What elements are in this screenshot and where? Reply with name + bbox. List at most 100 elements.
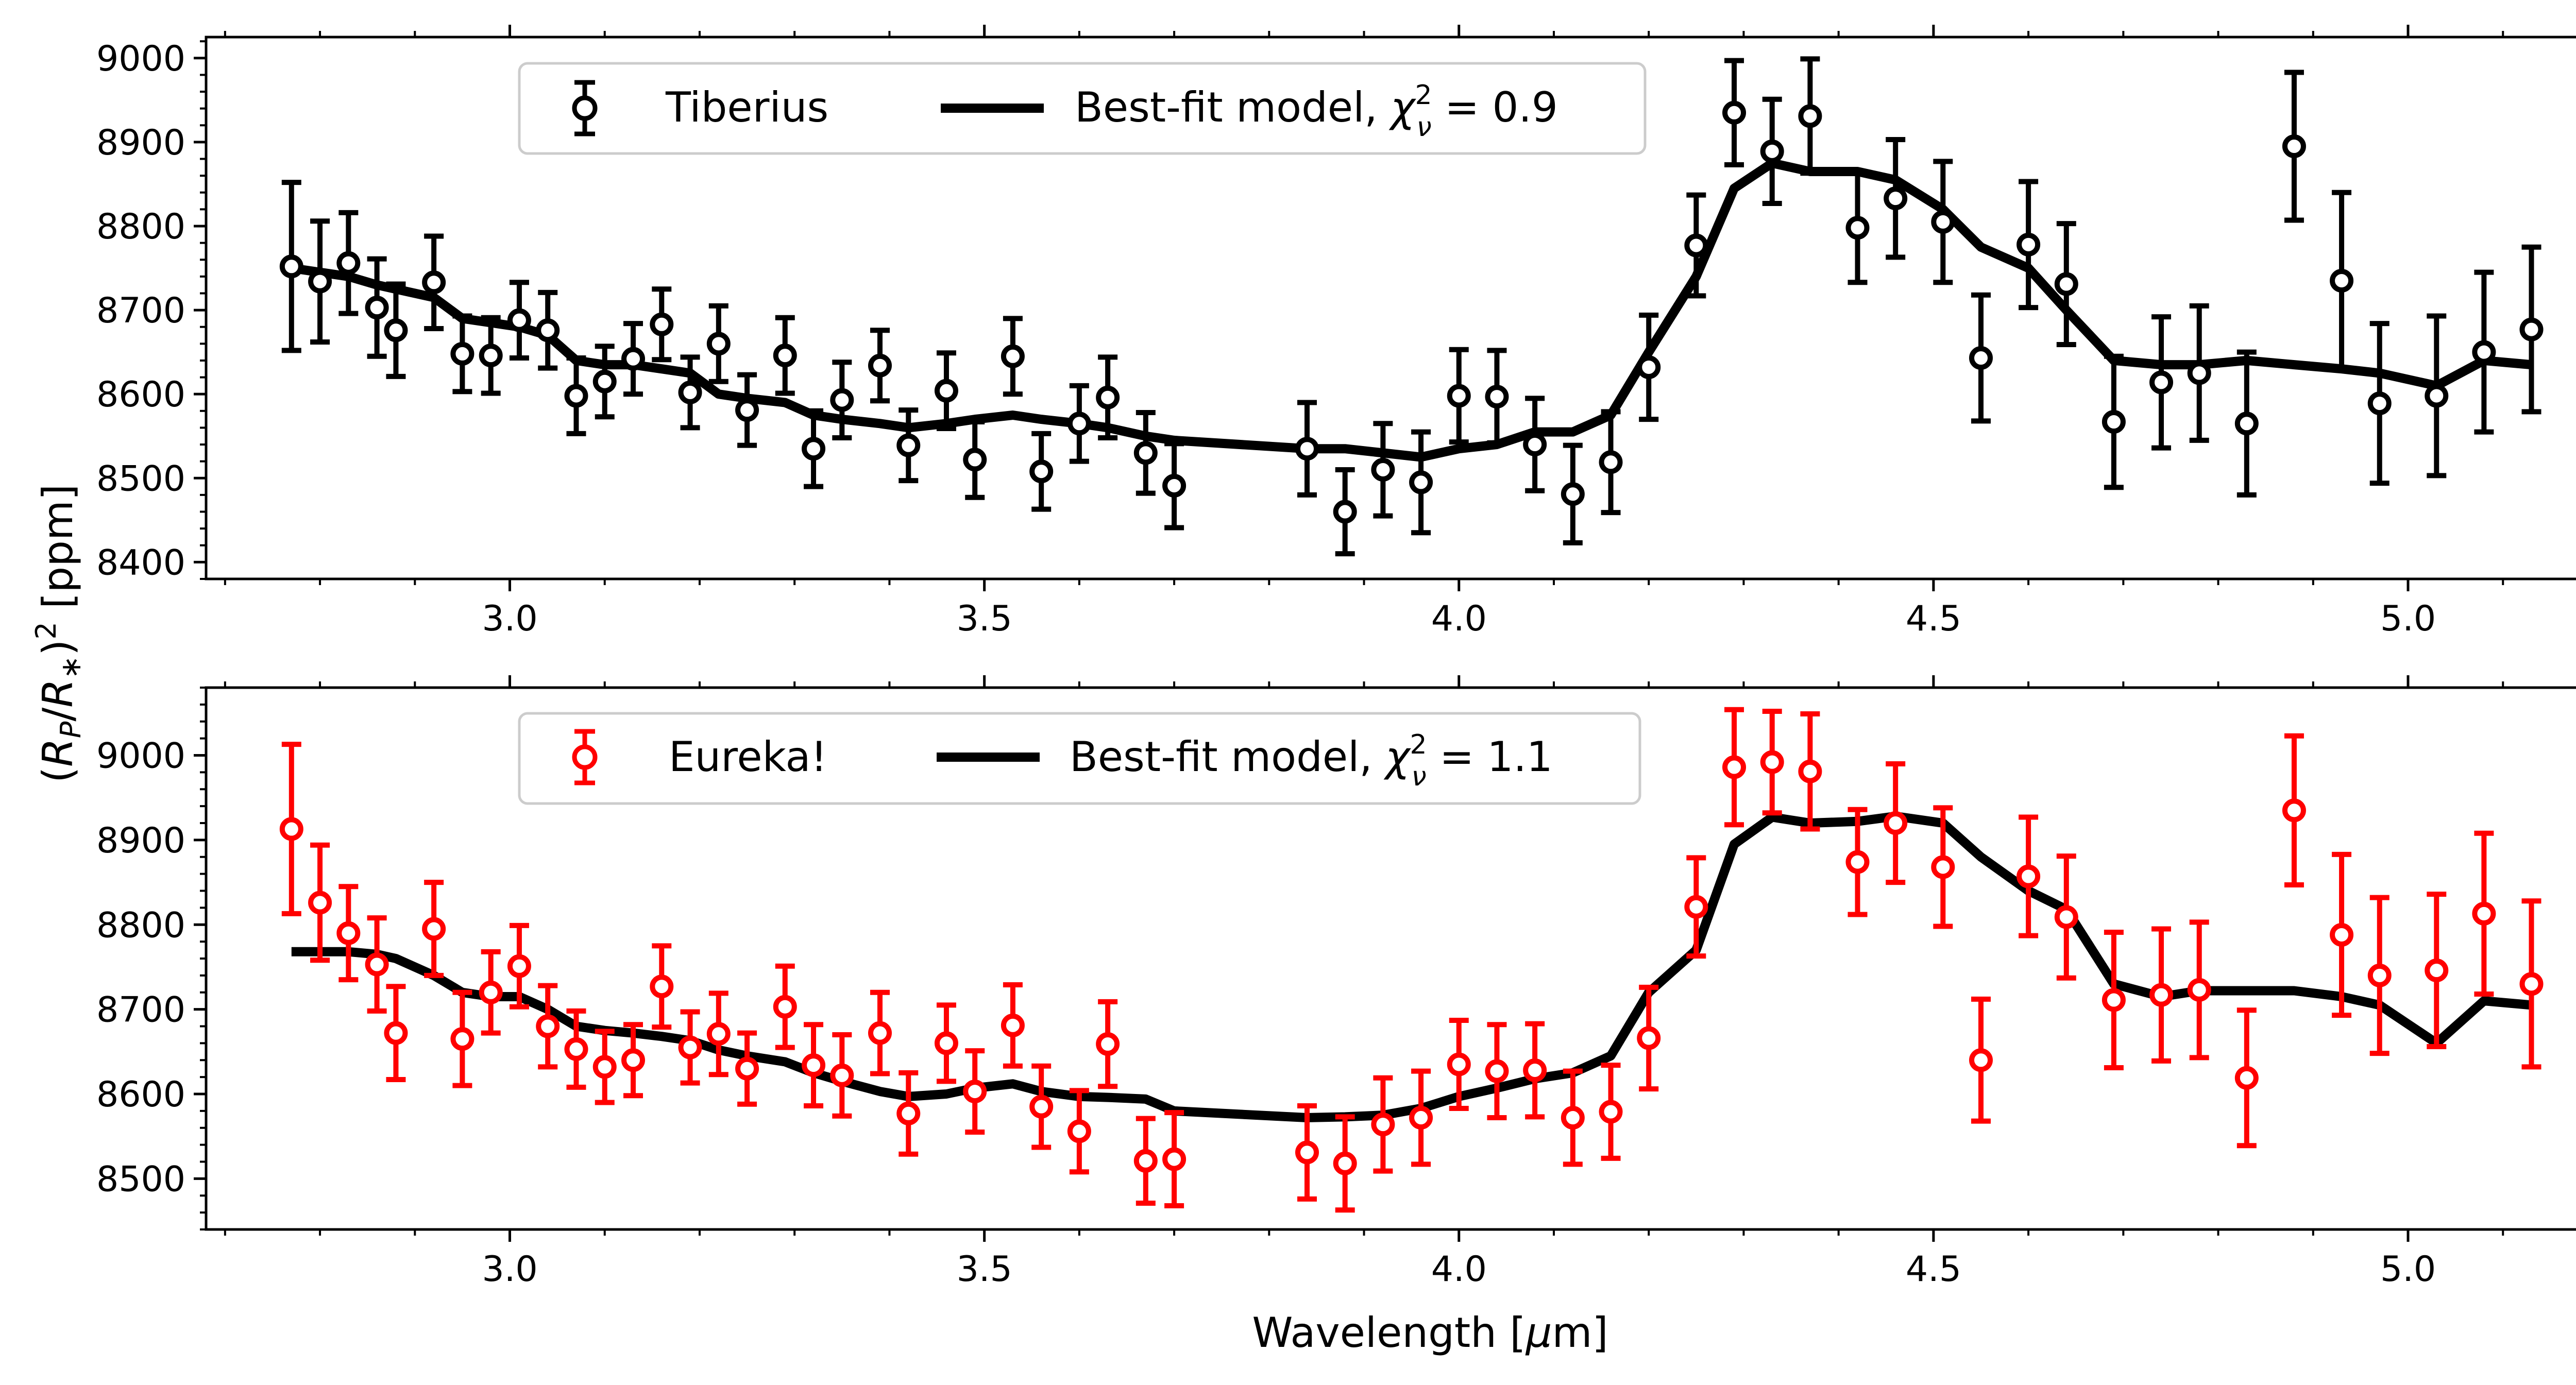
bottom-data-point <box>564 1008 588 1090</box>
top-data-point <box>1333 467 1357 557</box>
bottom-data-point <box>1447 1017 1471 1111</box>
top-xtick-label: 5.0 <box>2380 599 2436 639</box>
top-ytick-label: 9000 <box>96 39 185 79</box>
top-data-point <box>564 355 588 436</box>
top-data-point <box>678 354 702 431</box>
top-data-point <box>1884 136 1908 260</box>
top-data-point <box>536 289 560 371</box>
bottom-data-point <box>2149 926 2174 1064</box>
bottom-xtick-label: 4.5 <box>1906 1249 1961 1290</box>
bottom-data-point <box>802 1022 826 1109</box>
bottom-data-point <box>2519 898 2544 1070</box>
top-data-point <box>868 328 892 404</box>
bottom-data-point <box>2234 1007 2259 1149</box>
bottom-data-point <box>336 884 361 983</box>
bottom-data-point <box>934 1002 958 1084</box>
bottom-xtick-label: 3.0 <box>482 1249 537 1290</box>
top-data-point <box>336 210 361 316</box>
bottom-data-point <box>1523 1021 1547 1120</box>
bottom-data-point <box>1295 1103 1319 1202</box>
bottom-data-point <box>1067 1088 1091 1175</box>
top-ytick-label: 8600 <box>96 374 185 415</box>
bottom-xtick-label: 4.0 <box>1431 1249 1487 1290</box>
top-data-point <box>1798 56 1822 176</box>
bottom-data-point <box>507 922 531 1010</box>
top-data-point <box>450 313 474 395</box>
bottom-data-point <box>536 983 560 1070</box>
bottom-data-point <box>773 963 797 1050</box>
bottom-data-point <box>1029 1063 1054 1150</box>
top-data-point <box>1485 348 1509 446</box>
top-data-point <box>2187 303 2211 443</box>
top-data-point <box>735 372 759 448</box>
top-ytick-label: 8700 <box>96 290 185 331</box>
bottom-data-point <box>1409 1068 1433 1167</box>
top-data-point <box>802 408 826 489</box>
bottom-data-point <box>1333 1114 1357 1213</box>
top-data-point <box>1409 429 1433 536</box>
top-data-point <box>279 180 303 353</box>
bottom-data-point <box>2054 853 2078 981</box>
bottom-data-point <box>963 1048 987 1135</box>
top-ytick-label: 8500 <box>96 458 185 499</box>
bottom-data-point <box>830 1032 854 1119</box>
top-data-point <box>1029 431 1054 512</box>
top-ytick-label: 8400 <box>96 542 185 583</box>
top-data-point <box>1760 96 1784 206</box>
top-data-point <box>773 315 797 396</box>
bottom-data-point <box>1969 996 1993 1124</box>
bottom-panel: 3.0 3.5 4.0 4.5 5.0850086008700880089009000 … <box>96 675 2576 1290</box>
top-xtick-label: 4.5 <box>1906 599 1961 639</box>
bottom-data-point <box>1884 761 1908 885</box>
top-data-point <box>2234 349 2259 498</box>
top-data-point <box>479 315 503 396</box>
bottom-ytick-label: 9000 <box>96 736 185 777</box>
top-data-point <box>2282 70 2306 223</box>
bottom-data-point <box>2472 830 2496 997</box>
bottom-xtick-label: 3.5 <box>957 1249 1012 1290</box>
top-data-point <box>592 344 617 420</box>
bottom-ytick-label: 8900 <box>96 820 185 861</box>
bottom-data-point <box>868 989 892 1076</box>
bottom-data-point <box>2187 919 2211 1061</box>
top-data-point <box>1523 396 1547 493</box>
top-data-point <box>1684 192 1708 299</box>
top-data-point <box>1096 354 1120 440</box>
y-axis-label: (RP/R∗)2 [ppm] <box>30 484 87 783</box>
top-data-point <box>1133 410 1158 496</box>
top-data-point <box>1845 170 1870 285</box>
bottom-data-point <box>308 842 332 963</box>
bottom-legend: Eureka! Best-fit model, χ2 ν = 1.1 <box>518 712 1641 805</box>
top-data-point <box>934 350 958 432</box>
top-data-point <box>1637 312 1661 422</box>
top-xtick-label: 3.5 <box>957 599 1012 639</box>
top-data-point <box>1969 292 1993 424</box>
bottom-data-point <box>706 990 731 1078</box>
top-data-point <box>1001 316 1025 397</box>
bottom-data-point <box>1599 1063 1623 1161</box>
bottom-data-point <box>1684 855 1708 959</box>
top-axes-frame <box>205 36 2576 580</box>
top-data-point <box>1162 441 1187 531</box>
bottom-data-point <box>384 984 408 1083</box>
top-legend: Tiberius Best-fit model, χ2 ν = 0.9 <box>518 62 1647 155</box>
top-data-point <box>507 280 531 361</box>
bottom-legend-data-label: Eureka! <box>669 733 827 781</box>
x-axis-label: Wavelength [μm] <box>1252 1309 1608 1357</box>
top-data-point <box>2425 313 2449 478</box>
top-legend-errorbar-marker <box>572 80 598 136</box>
bottom-legend-box <box>518 712 1641 805</box>
top-legend-box <box>518 62 1647 155</box>
top-data-point <box>621 321 646 397</box>
top-data-point <box>308 218 332 345</box>
top-data-point <box>365 256 389 359</box>
top-ytick-label: 8800 <box>96 207 185 247</box>
bottom-data-point <box>1162 1110 1187 1208</box>
top-legend-model-label: Best-fit model, χ2 ν = 0.9 <box>1075 80 1558 143</box>
top-data-point <box>2330 190 2354 372</box>
top-data-point <box>1447 347 1471 445</box>
bottom-ytick-label: 8600 <box>96 1074 185 1115</box>
bottom-data-point <box>422 880 446 978</box>
